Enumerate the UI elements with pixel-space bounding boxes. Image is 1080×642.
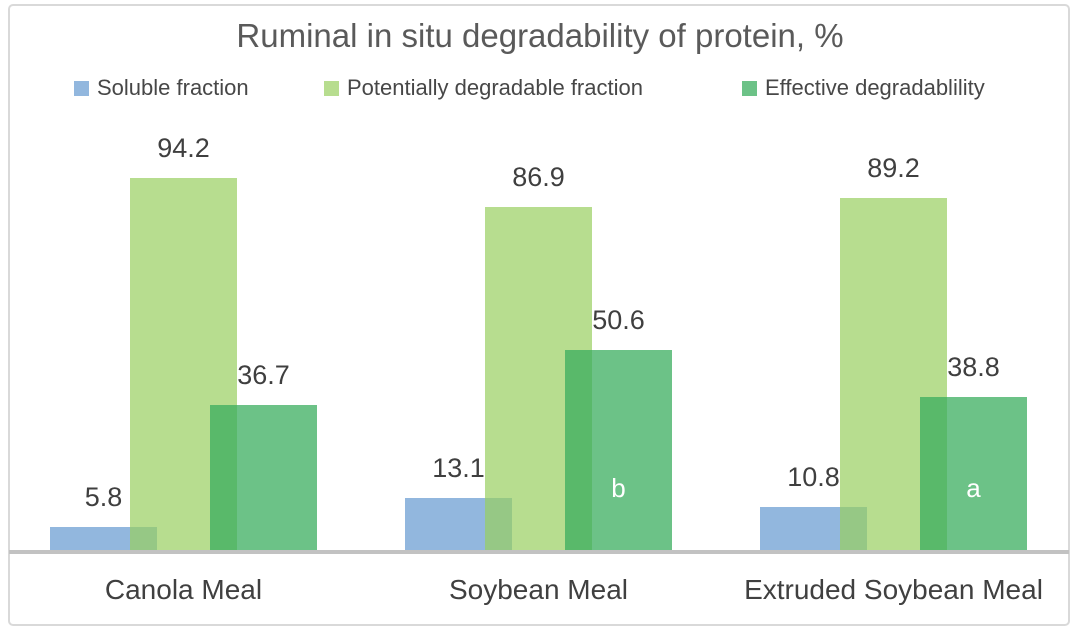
bar-effective-degradablility-canola-meal — [210, 405, 317, 550]
data-label: 10.8 — [787, 462, 840, 492]
legend-label: Effective degradablility — [765, 75, 985, 100]
data-label: 36.7 — [237, 360, 290, 390]
x-axis-line — [9, 550, 1069, 554]
legend-label: Potentially degradable fraction — [347, 75, 643, 100]
data-label: 38.8 — [947, 352, 1000, 382]
legend-label: Soluble fraction — [97, 75, 249, 100]
data-label: 89.2 — [867, 153, 920, 183]
legend-item-potentially-degradable-fraction: Potentially degradable fraction — [324, 74, 643, 102]
legend-swatch-icon — [324, 80, 339, 96]
data-label: 13.1 — [432, 453, 485, 483]
legend-item-effective-degradability: Effective degradablility — [742, 74, 985, 102]
legend-swatch-icon — [74, 80, 89, 96]
category-label: Extruded Soybean Meal — [744, 574, 1043, 605]
data-label: 94.2 — [157, 133, 210, 163]
bar-letter-annotation: b — [611, 473, 626, 503]
chart-title: Ruminal in situ degradability of protein… — [236, 17, 844, 54]
bar-effective-degradablility-extruded-soybean-meal — [920, 397, 1027, 550]
data-label: 50.6 — [592, 305, 645, 335]
bar-effective-degradablility-soybean-meal — [565, 350, 672, 550]
legend-swatch-icon — [742, 80, 757, 96]
category-label: Soybean Meal — [448, 574, 628, 605]
data-label: 5.8 — [84, 482, 123, 512]
legend: Soluble fraction Potentially degradable … — [0, 74, 1080, 102]
data-label: 86.9 — [512, 162, 565, 192]
bar-letter-annotation: a — [966, 473, 981, 503]
legend-item-soluble-fraction: Soluble fraction — [74, 74, 249, 102]
category-label: Canola Meal — [104, 574, 263, 605]
